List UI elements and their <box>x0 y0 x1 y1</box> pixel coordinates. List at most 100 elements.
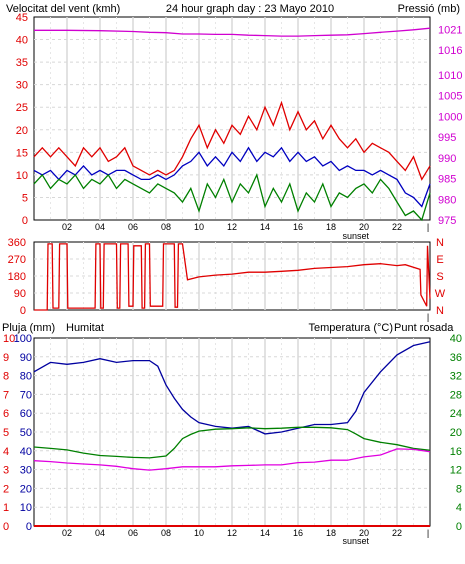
rain-y-tick-label: 3 <box>3 465 9 477</box>
pressure-y-tick-label: 980 <box>438 194 456 206</box>
temperature-y-tick-label: 12 <box>450 465 462 477</box>
humidity-x-tick-label: 08 <box>161 528 171 538</box>
temperature-y-tick-label: 28 <box>450 389 462 401</box>
humidity-x-tick-label: 14 <box>260 528 270 538</box>
wind-y-tick-label: 10 <box>16 170 28 182</box>
wind-minimum-line <box>33 172 431 222</box>
humidity-x-tick-label: 06 <box>128 528 138 538</box>
wind-y-tick-label: 30 <box>16 80 28 92</box>
humidity-temperature-panel: 02 04 06 08 10 12 14 16 18 20 22 |01234567891001020… <box>3 333 462 538</box>
pressure-y-tick-label: 1010 <box>438 70 462 82</box>
pressure-y-tick-label: 1000 <box>438 111 462 123</box>
rain-y-tick-label: 8 <box>3 371 9 383</box>
humidity-x-tick-label: 12 <box>227 528 237 538</box>
wind-x-tick-label: 08 <box>161 222 171 232</box>
wind-x-tick-label: 12 <box>227 222 237 232</box>
humidity-x-tick-label: 16 <box>293 528 303 538</box>
wind-y-tick-label: 20 <box>16 125 28 137</box>
direction-y-tick-label: 180 <box>8 271 26 283</box>
humidity-x-tick-label: 04 <box>95 528 105 538</box>
humidity-line <box>33 341 431 435</box>
pressure-y-tick-label: 1005 <box>438 91 462 103</box>
humidity-x-tick-label: 20 <box>359 528 369 538</box>
humidity-y-tick-label: 90 <box>20 352 32 364</box>
wind-y-tick-label: 35 <box>16 57 28 69</box>
wind-gust-line <box>33 100 431 181</box>
pressure-y-tick-label: 985 <box>438 174 456 186</box>
humidity-y-tick-label: 0 <box>26 521 32 533</box>
temperature-y-tick-label: 16 <box>450 446 462 458</box>
direction-compass-label: N <box>436 237 444 249</box>
pressure-axis-label: Pressió (mb) <box>398 3 460 15</box>
pressure-y-tick-label: 995 <box>438 132 456 144</box>
direction-compass-label: S <box>436 271 443 283</box>
wind-y-tick-label: 40 <box>16 35 28 47</box>
wind-y-tick-label: 5 <box>22 192 28 204</box>
humidity-axis-label: Humitat <box>66 322 104 334</box>
rain-y-tick-label: 2 <box>3 483 9 495</box>
wind-x-end-mark: | <box>427 222 429 232</box>
wind-x-tick-label: 16 <box>293 222 303 232</box>
rain-y-tick-label: 10 <box>3 333 15 345</box>
wind-x-tick-label: 18 <box>326 222 336 232</box>
temperature-line <box>33 426 431 459</box>
wind-x-tick-label: 22 <box>392 222 402 232</box>
dewpoint-axis-label: Punt rosada <box>394 322 454 334</box>
temperature-y-tick-label: 0 <box>456 521 462 533</box>
humidity-y-tick-label: 10 <box>20 502 32 514</box>
wind-x-tick-label: 10 <box>194 222 204 232</box>
direction-compass-label: E <box>436 254 443 266</box>
direction-compass-label: N <box>436 305 444 317</box>
wind-average-line <box>33 146 431 208</box>
temperature-y-tick-label: 40 <box>450 333 462 345</box>
humidity-x-tick-label: 22 <box>392 528 402 538</box>
direction-y-tick-label: 0 <box>20 305 26 317</box>
humidity-x-end-mark: | <box>427 528 429 538</box>
rain-axis-label: Pluja (mm) <box>2 322 55 334</box>
pressure-y-tick-label: 975 <box>438 215 456 227</box>
wind-x-tick-label: 02 <box>62 222 72 232</box>
sunset-label-bottom: sunset <box>342 536 369 546</box>
pressure-y-tick-label: 990 <box>438 153 456 165</box>
temperature-y-tick-label: 36 <box>450 352 462 364</box>
direction-y-tick-label: 90 <box>14 288 26 300</box>
rain-y-tick-label: 6 <box>3 408 9 420</box>
wind-direction-line <box>34 243 431 311</box>
wind-y-tick-label: 25 <box>16 102 28 114</box>
rain-y-tick-label: 7 <box>3 389 9 401</box>
rain-y-tick-label: 4 <box>3 446 9 458</box>
direction-y-tick-label: 270 <box>8 254 26 266</box>
wind-y-tick-label: 45 <box>16 12 28 24</box>
temperature-y-tick-label: 4 <box>456 502 462 514</box>
wind-y-tick-label: 15 <box>16 147 28 159</box>
wind-x-tick-label: 06 <box>128 222 138 232</box>
wind-speed-axis-label: Velocitat del vent (kmh) <box>6 3 120 15</box>
wind-x-tick-label: 20 <box>359 222 369 232</box>
wind-y-tick-label: 0 <box>22 215 28 227</box>
temperature-y-tick-label: 8 <box>456 483 462 495</box>
humidity-y-tick-label: 100 <box>14 333 32 345</box>
graph-title: 24 hour graph day : 23 Mayo 2010 <box>166 3 334 15</box>
direction-compass-label: W <box>435 288 446 300</box>
sunset-label-top: sunset <box>342 231 369 241</box>
temperature-y-tick-label: 20 <box>450 427 462 439</box>
temperature-y-tick-label: 24 <box>450 408 462 420</box>
rain-y-tick-label: 0 <box>3 521 9 533</box>
dewpoint-line <box>33 448 431 471</box>
humidity-x-tick-label: 10 <box>194 528 204 538</box>
wind-x-tick-label: 04 <box>95 222 105 232</box>
temperature-y-tick-label: 32 <box>450 371 462 383</box>
humidity-y-tick-label: 50 <box>20 427 32 439</box>
humidity-y-tick-label: 40 <box>20 446 32 458</box>
pressure-line <box>34 27 431 37</box>
wind-pressure-panel: 02 04 06 08 10 12 14 16 18 20 22 | 0 5 10 15 20 25 30 35 40 4… <box>16 12 463 232</box>
direction-y-tick-label: 360 <box>8 237 26 249</box>
humidity-x-tick-label: 02 <box>62 528 72 538</box>
humidity-y-tick-label: 30 <box>20 465 32 477</box>
temperature-axis-label: Temperatura (°C) <box>309 322 393 334</box>
pressure-y-tick-label: 1016 <box>438 45 462 57</box>
humidity-x-tick-label: 18 <box>326 528 336 538</box>
humidity-y-tick-label: 20 <box>20 483 32 495</box>
